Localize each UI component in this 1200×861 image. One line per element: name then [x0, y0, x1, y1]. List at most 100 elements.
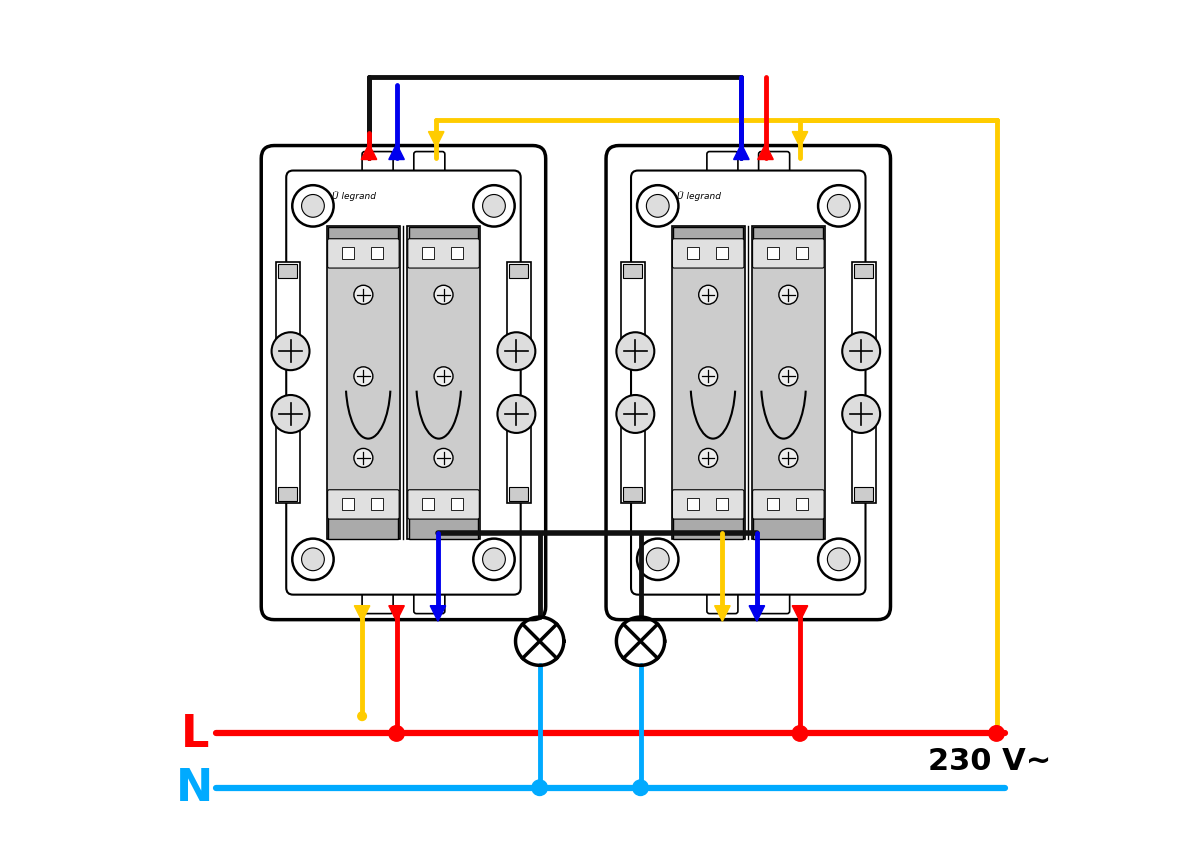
Bar [506, 426, 532, 504]
Polygon shape [733, 145, 749, 160]
Bar [342, 499, 354, 511]
Bar [278, 487, 298, 501]
Circle shape [842, 333, 880, 371]
Circle shape [271, 395, 310, 433]
Bar [326, 226, 400, 540]
Circle shape [358, 712, 366, 721]
Bar [510, 265, 528, 279]
Circle shape [293, 186, 334, 227]
Circle shape [647, 195, 670, 218]
Bar [716, 248, 728, 260]
Circle shape [842, 395, 880, 433]
Circle shape [434, 286, 454, 305]
Bar [686, 248, 698, 260]
Polygon shape [792, 606, 808, 622]
Bar [623, 265, 642, 279]
Bar [342, 248, 354, 260]
FancyBboxPatch shape [752, 490, 824, 519]
Bar [510, 487, 528, 501]
Polygon shape [757, 145, 773, 160]
Bar [852, 426, 876, 504]
FancyBboxPatch shape [672, 239, 744, 269]
Circle shape [989, 726, 1004, 741]
FancyBboxPatch shape [752, 239, 824, 269]
Bar [796, 499, 808, 511]
Bar [620, 263, 644, 340]
Text: Ü legrand: Ü legrand [332, 191, 376, 201]
Bar [854, 265, 874, 279]
Bar [767, 248, 779, 260]
Polygon shape [361, 145, 377, 160]
Polygon shape [428, 133, 444, 148]
FancyBboxPatch shape [414, 589, 445, 614]
Text: 230 V∼: 230 V∼ [928, 746, 1051, 775]
Circle shape [792, 726, 808, 741]
Circle shape [779, 286, 798, 305]
Polygon shape [749, 606, 764, 622]
Circle shape [637, 539, 678, 580]
FancyBboxPatch shape [758, 589, 790, 614]
Circle shape [434, 368, 454, 387]
Bar [754, 227, 823, 248]
FancyBboxPatch shape [758, 152, 790, 177]
Circle shape [354, 286, 373, 305]
Bar [716, 499, 728, 511]
Bar [686, 499, 698, 511]
Bar [422, 499, 434, 511]
Text: N: N [176, 766, 214, 809]
FancyBboxPatch shape [414, 152, 445, 177]
Circle shape [482, 548, 505, 571]
Circle shape [473, 186, 515, 227]
Bar [620, 426, 644, 504]
Circle shape [498, 333, 535, 371]
FancyBboxPatch shape [707, 152, 738, 177]
Circle shape [498, 395, 535, 433]
Circle shape [617, 333, 654, 371]
Bar [767, 499, 779, 511]
Circle shape [827, 548, 850, 571]
Bar [371, 499, 383, 511]
Polygon shape [389, 606, 404, 622]
Circle shape [354, 449, 373, 468]
Circle shape [779, 449, 798, 468]
Bar [407, 226, 480, 540]
Circle shape [293, 539, 334, 580]
Circle shape [632, 780, 648, 796]
Polygon shape [792, 133, 808, 148]
Circle shape [818, 539, 859, 580]
Bar [329, 518, 398, 539]
FancyBboxPatch shape [362, 152, 394, 177]
Bar [852, 263, 876, 340]
Bar [751, 226, 824, 540]
Circle shape [698, 368, 718, 387]
Circle shape [647, 548, 670, 571]
FancyBboxPatch shape [362, 589, 394, 614]
Circle shape [354, 368, 373, 387]
Bar [409, 227, 479, 248]
Bar [276, 426, 300, 504]
FancyBboxPatch shape [262, 146, 546, 620]
Polygon shape [430, 606, 445, 622]
Circle shape [271, 333, 310, 371]
FancyBboxPatch shape [631, 171, 865, 595]
Bar [672, 226, 745, 540]
Polygon shape [715, 606, 730, 622]
Bar [451, 499, 463, 511]
Text: Ü legrand: Ü legrand [677, 191, 721, 201]
FancyBboxPatch shape [328, 490, 400, 519]
Bar [754, 518, 823, 539]
FancyBboxPatch shape [606, 146, 890, 620]
FancyBboxPatch shape [707, 589, 738, 614]
Bar [796, 248, 808, 260]
Text: L: L [181, 712, 209, 755]
Circle shape [389, 726, 404, 741]
Circle shape [818, 186, 859, 227]
Circle shape [532, 780, 547, 796]
Bar [278, 265, 298, 279]
Circle shape [301, 548, 324, 571]
Polygon shape [354, 606, 370, 622]
FancyBboxPatch shape [287, 171, 521, 595]
FancyBboxPatch shape [408, 239, 479, 269]
Bar [673, 518, 743, 539]
FancyBboxPatch shape [672, 490, 744, 519]
